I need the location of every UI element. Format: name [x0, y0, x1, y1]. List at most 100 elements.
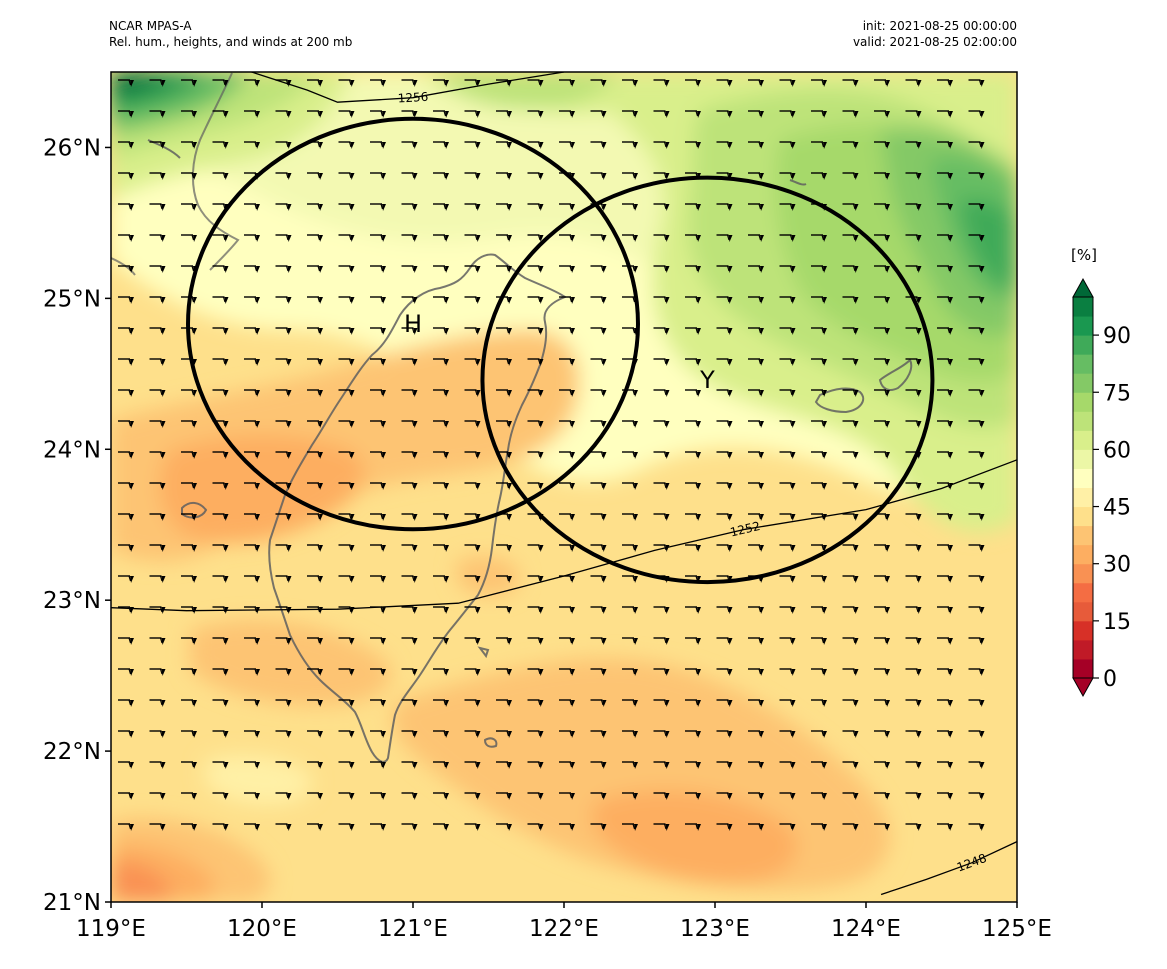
wind-barb: [433, 296, 449, 304]
wind-barb: [212, 110, 229, 118]
wind-barb: [748, 389, 764, 397]
wind-barb: [653, 296, 670, 304]
wind-barb: [874, 358, 890, 366]
wind-barb: [307, 389, 323, 397]
wind-barb: [937, 761, 953, 769]
wind-barb: [716, 79, 733, 87]
wind-barb: [244, 203, 260, 211]
wind-barb: [779, 389, 796, 397]
wind-barb: [716, 358, 733, 366]
wind-barb: [559, 544, 575, 552]
wind-barb: [779, 730, 796, 738]
wind-barb: [842, 482, 859, 490]
wind-barb: [118, 141, 134, 149]
wind-barb: [401, 544, 418, 552]
wind-barb: [149, 265, 166, 273]
wind-barb: [496, 699, 512, 707]
wind-barb: [874, 482, 890, 490]
colorbar-tick-label: 45: [1103, 496, 1131, 521]
wind-barb: [716, 761, 733, 769]
wind-barb: [685, 761, 701, 769]
wind-barb: [716, 606, 733, 614]
wind-barb: [307, 575, 323, 583]
wind-barb: [590, 699, 607, 707]
wind-barb: [653, 141, 670, 149]
x-tick-label: 122°E: [529, 916, 599, 942]
wind-barb: [149, 296, 166, 304]
y-tick-label: 23°N: [43, 588, 101, 614]
wind-barb: [464, 172, 481, 180]
wind-barb: [338, 482, 355, 490]
wind-barb: [244, 451, 260, 459]
wind-barb: [118, 389, 134, 397]
wind-barb: [559, 110, 575, 118]
wind-barb: [622, 730, 638, 738]
wind-barb: [149, 761, 166, 769]
y-tick-label: 25°N: [43, 286, 101, 312]
wind-barb: [937, 513, 953, 521]
wind-barb: [748, 358, 764, 366]
wind-barb: [653, 389, 670, 397]
wind-barb: [370, 606, 386, 614]
wind-barb: [874, 730, 890, 738]
wind-barb: [968, 823, 985, 831]
wind-barb: [275, 203, 292, 211]
wind-barb: [748, 792, 764, 800]
wind-barb: [433, 234, 449, 242]
wind-barb: [496, 823, 512, 831]
wind-barb: [212, 544, 229, 552]
wind-barb: [433, 792, 449, 800]
wind-barb: [905, 203, 922, 211]
wind-barb: [464, 792, 481, 800]
wind-barb: [401, 451, 418, 459]
wind-barb: [181, 513, 197, 521]
wind-barb: [685, 792, 701, 800]
wind-barb: [181, 389, 197, 397]
wind-barb: [811, 637, 827, 645]
wind-barb: [905, 358, 922, 366]
wind-barb: [244, 730, 260, 738]
wind-barb: [968, 389, 985, 397]
wind-barb: [401, 792, 418, 800]
model-name: NCAR MPAS-A: [109, 19, 192, 33]
wind-barb: [653, 265, 670, 273]
wind-barb: [212, 699, 229, 707]
wind-barb: [748, 234, 764, 242]
wind-barb: [622, 482, 638, 490]
wind-barb: [496, 79, 512, 87]
wind-barb: [685, 730, 701, 738]
wind-barb: [779, 451, 796, 459]
wind-barb: [275, 792, 292, 800]
wind-barb: [685, 637, 701, 645]
wind-barb: [212, 296, 229, 304]
wind-barb: [181, 172, 197, 180]
wind-barb: [212, 792, 229, 800]
wind-barb: [275, 513, 292, 521]
wind-barb: [779, 699, 796, 707]
wind-barb: [244, 606, 260, 614]
wind-barb: [433, 823, 449, 831]
wind-barb: [464, 544, 481, 552]
wind-barb: [748, 761, 764, 769]
wind-barb: [685, 79, 701, 87]
wind-barb: [275, 668, 292, 676]
wind-barb: [653, 761, 670, 769]
wind-barb: [905, 234, 922, 242]
wind-barb: [307, 451, 323, 459]
wind-barb: [968, 296, 985, 304]
wind-barb: [496, 203, 512, 211]
wind-barb: [244, 296, 260, 304]
wind-barb: [149, 420, 166, 428]
wind-barb: [275, 141, 292, 149]
wind-barb: [370, 265, 386, 273]
wind-barb: [212, 451, 229, 459]
wind-barb: [968, 110, 985, 118]
wind-barb: [433, 420, 449, 428]
wind-barb: [653, 327, 670, 335]
wind-barb: [716, 420, 733, 428]
wind-barb: [370, 234, 386, 242]
wind-barb: [937, 389, 953, 397]
wind-barb: [527, 203, 544, 211]
wind-barb: [118, 482, 134, 490]
wind-barb: [212, 79, 229, 87]
